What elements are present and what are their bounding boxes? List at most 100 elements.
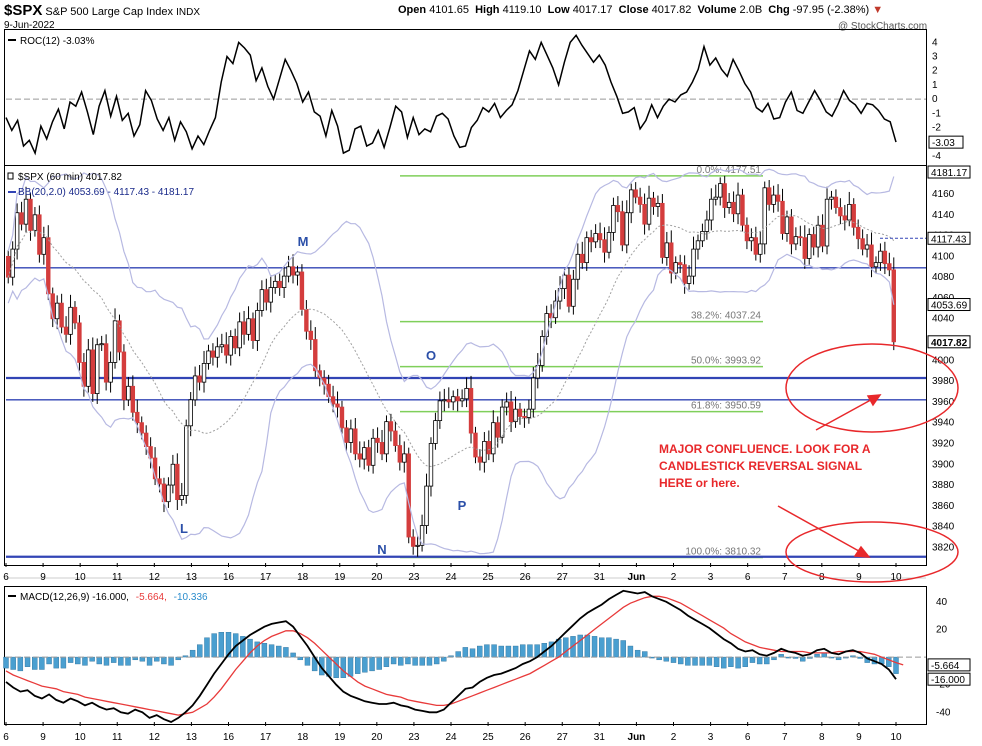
candle-body (23, 198, 29, 225)
macd-histogram-bar (17, 656, 24, 672)
x-tick-label: 31 (594, 732, 606, 743)
macd-histogram-bar (505, 645, 512, 658)
candle-body (691, 248, 696, 277)
x-tick-label: 18 (297, 732, 309, 743)
candle-body (620, 211, 625, 246)
candle-body (851, 204, 856, 228)
price-axis-badge-label: 4117.43 (931, 234, 967, 245)
x-tick-label: 23 (408, 732, 420, 743)
candle-body (891, 269, 896, 343)
candle-body (99, 343, 104, 346)
x-tick-label: 12 (149, 572, 161, 583)
candle-body (602, 239, 607, 253)
candle-body (241, 321, 247, 335)
candle-body (19, 212, 24, 225)
index-name: S&P 500 Large Cap Index (45, 6, 174, 18)
candle-body (522, 416, 527, 418)
macd-legend-hist: -10.336 (174, 592, 208, 603)
x-tick-label: 3 (708, 572, 714, 583)
candle-body (869, 244, 874, 268)
macd-histogram-bar (721, 656, 727, 669)
price-axis-badge (927, 165, 971, 179)
x-tick-label: 6 (745, 732, 751, 743)
x-tick-label: 19 (334, 572, 346, 583)
wave-label-l: L (180, 521, 188, 536)
macd-histogram-bar (283, 647, 289, 658)
candle-body (357, 453, 362, 460)
price-tick-label: 4140 (932, 210, 955, 221)
bb-lower-line (7, 253, 895, 555)
macd-histogram-bar (24, 656, 31, 667)
macd-last-label: -5.664 (931, 661, 960, 672)
candle-body (237, 321, 242, 349)
roc-last-label: -3.03 (932, 138, 955, 149)
x-tick-label: 7 (782, 572, 788, 583)
macd-histogram-bar (211, 633, 217, 658)
candle-body (624, 212, 629, 246)
candle-body (575, 253, 581, 280)
macd-histogram-bar (433, 656, 440, 665)
x-tick-label: 10 (890, 572, 902, 583)
candle-body (882, 250, 888, 265)
macd-tick-label: 40 (936, 597, 948, 608)
candle-body (397, 445, 403, 463)
candle-body (166, 484, 171, 503)
candle-body (201, 363, 207, 383)
candle-body (446, 399, 451, 403)
price-axis-badge (927, 231, 971, 245)
macd-histogram-bar (512, 645, 519, 658)
macd-histogram-bar (728, 656, 734, 667)
macd-histogram-bar (706, 656, 713, 666)
candle-body (370, 437, 376, 466)
roc-legend-text: ROC(12) -3.03% (20, 36, 95, 47)
roc-tick-label: 2 (932, 66, 938, 77)
macd-histogram-bar (110, 656, 117, 663)
candle-body (6, 255, 11, 278)
roc-tick-label: 4 (932, 37, 938, 48)
macd-histogram-bar (893, 656, 899, 674)
candle-body (682, 264, 687, 284)
candle-body (388, 421, 394, 432)
price-tick-label: 3960 (932, 397, 955, 408)
macd-legend: MACD(12,26,9) -16.000, -5.664, -10.336 (8, 592, 208, 603)
x-tick-label: Jun (628, 732, 646, 743)
annotation-shapes (777, 343, 959, 583)
candle-body (793, 236, 799, 245)
candle-body (339, 406, 345, 429)
chart-title: $SPX S&P 500 Large Cap Index INDX (4, 2, 200, 19)
candle-body (677, 262, 683, 266)
candle-body (531, 377, 536, 410)
price-tick-label: 3980 (932, 376, 955, 387)
volume-value: 2.0B (739, 4, 763, 16)
candle-body (130, 385, 136, 413)
macd-histogram-bar (32, 656, 38, 670)
macd-histogram-bar (75, 656, 81, 665)
candle-body (811, 234, 816, 248)
candle-body (192, 375, 198, 401)
candle-body (250, 318, 256, 341)
macd-histogram-bar (606, 637, 612, 658)
candle-body (424, 485, 429, 526)
macd-tick-label: 20 (936, 624, 948, 635)
macd-histogram-bar (599, 637, 605, 658)
x-tick-label: 10 (75, 732, 87, 743)
candle-body (32, 214, 38, 231)
candle-body (700, 231, 705, 242)
candle-body (713, 196, 718, 200)
macd-histogram-bar (677, 656, 684, 665)
macd-histogram-bar (225, 632, 232, 658)
arrow-upper-head (866, 394, 882, 407)
open-label: Open (398, 4, 427, 16)
candle-body (669, 242, 674, 274)
macd-last-badge (927, 658, 971, 672)
candle-body (259, 289, 265, 311)
candle-body (789, 216, 794, 245)
macd-histogram-bar (390, 656, 397, 665)
macd-histogram-bar (685, 656, 691, 666)
candle-body (491, 422, 496, 455)
macd-histogram-bar (89, 656, 95, 662)
candle-body (393, 430, 398, 446)
macd-histogram-bar (699, 656, 705, 666)
lower-confluence-ellipse (785, 521, 959, 583)
